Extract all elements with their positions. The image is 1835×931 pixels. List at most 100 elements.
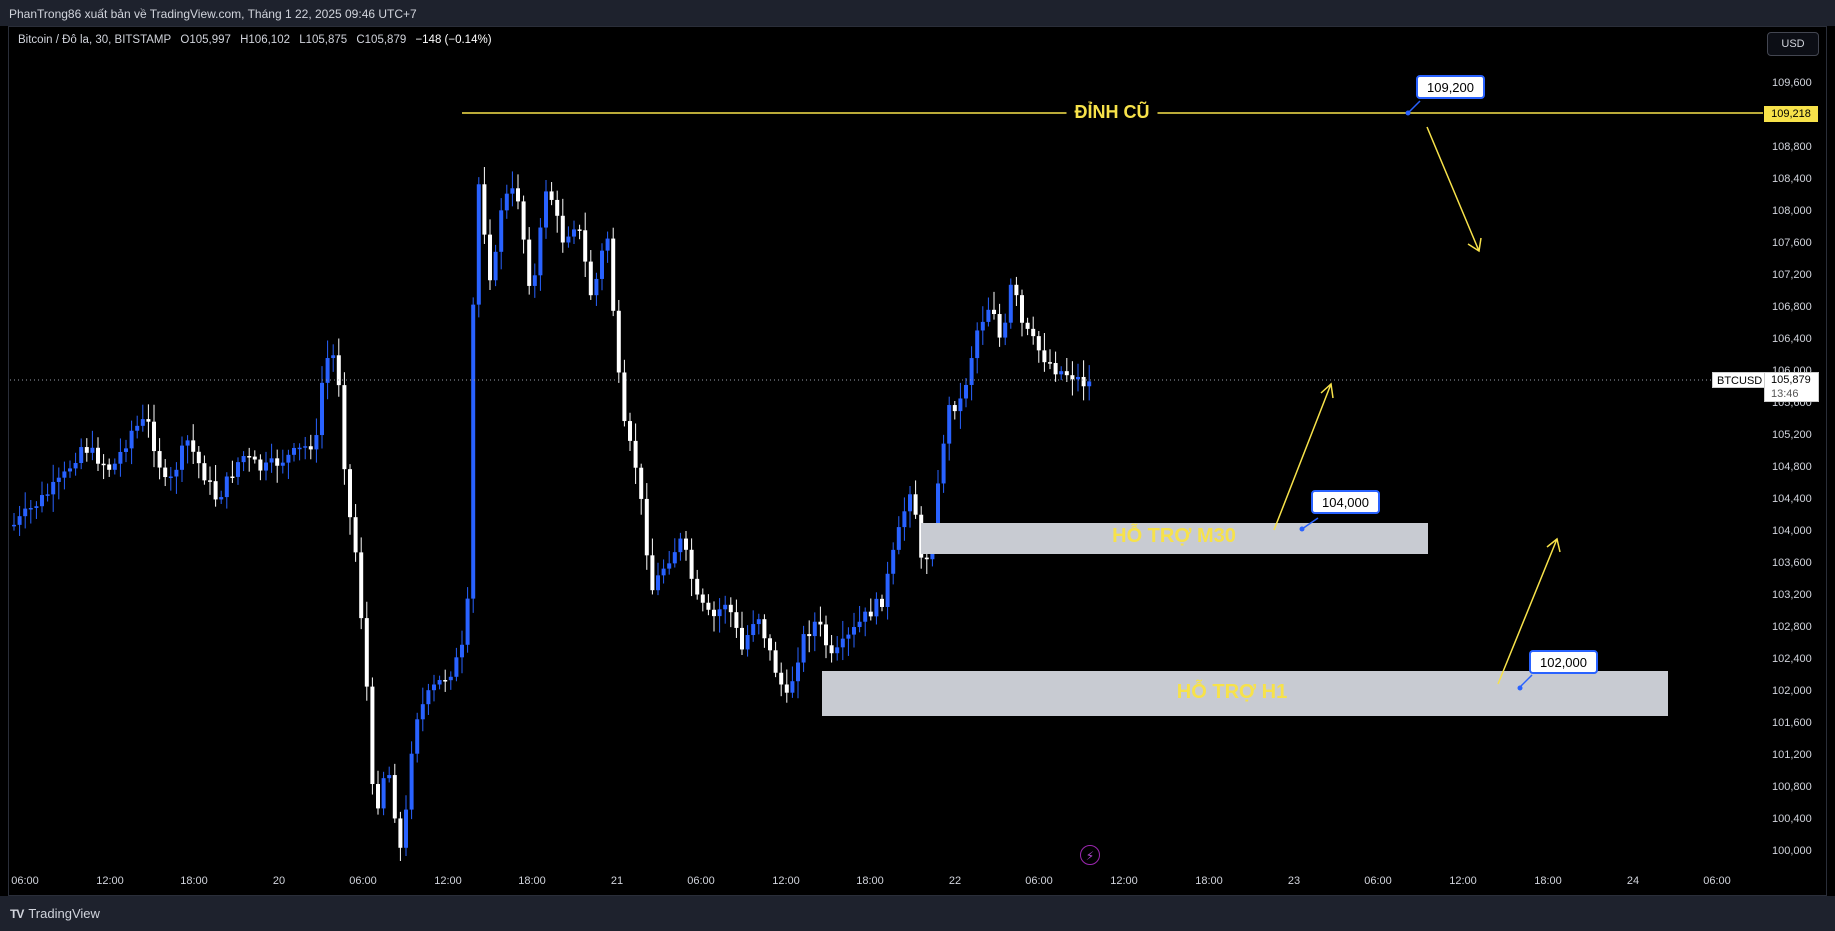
candle-body xyxy=(700,594,705,603)
time-tick: 12:00 xyxy=(1110,875,1138,887)
candle-body xyxy=(185,440,190,446)
candle-body xyxy=(168,476,173,479)
candle-body xyxy=(773,650,778,673)
price-tick: 107,200 xyxy=(1772,269,1812,281)
time-tick: 18:00 xyxy=(180,875,208,887)
candle-body xyxy=(124,448,128,452)
candle-body xyxy=(667,563,672,569)
time-tick: 06:00 xyxy=(1703,875,1731,887)
candle-body xyxy=(891,549,896,574)
candle-body xyxy=(639,467,644,499)
candle-body xyxy=(532,275,537,286)
candle-body xyxy=(885,573,890,607)
legend-high: H106,102 xyxy=(240,34,290,46)
candle-body xyxy=(1076,376,1080,380)
candle-body xyxy=(941,443,946,484)
candle-body xyxy=(90,447,95,453)
candle-body xyxy=(1031,328,1036,337)
candle-body xyxy=(420,704,425,720)
tradingview-brand[interactable]: TV TradingView xyxy=(10,906,100,921)
candle-body xyxy=(180,445,184,470)
candle-body xyxy=(616,310,621,373)
candle-body xyxy=(208,480,212,482)
candle-body xyxy=(12,524,16,527)
candle-body xyxy=(684,538,688,550)
legend-low: L105,875 xyxy=(299,34,348,46)
candle-body xyxy=(96,447,100,464)
candle-body xyxy=(112,463,117,470)
candle-body xyxy=(846,634,851,639)
candle-body xyxy=(1081,376,1086,387)
candle-body xyxy=(460,644,464,658)
time-tick: 12:00 xyxy=(772,875,800,887)
candle-body xyxy=(51,481,56,495)
candle-body xyxy=(1070,375,1075,380)
candle-body xyxy=(672,552,677,564)
candle-body xyxy=(768,638,772,651)
price-tick: 106,800 xyxy=(1772,301,1812,313)
candle-body xyxy=(303,446,308,448)
candle-body xyxy=(868,611,873,617)
candle-body xyxy=(1064,371,1069,376)
candle-body xyxy=(320,382,324,436)
candle-body xyxy=(1087,381,1092,387)
chart-pane[interactable] xyxy=(8,26,1827,896)
price-tick: 104,000 xyxy=(1772,525,1812,537)
price-tag-104000[interactable]: 104,000 xyxy=(1311,490,1380,514)
lightning-icon[interactable]: ⚡ xyxy=(1080,845,1100,865)
candle-body xyxy=(600,250,604,279)
candle-body xyxy=(191,440,196,452)
candle-body xyxy=(913,494,918,515)
peak-label[interactable]: ĐỈNH CŨ xyxy=(1066,102,1158,123)
time-tick: 18:00 xyxy=(856,875,884,887)
price-tick: 105,200 xyxy=(1772,429,1812,441)
candle-body xyxy=(964,384,968,399)
candle-body xyxy=(577,229,582,231)
candle-body xyxy=(706,602,711,610)
time-tick: 06:00 xyxy=(687,875,715,887)
price-tick: 108,800 xyxy=(1772,141,1812,153)
candle-body xyxy=(376,784,380,809)
candle-body xyxy=(594,278,599,296)
candle-body xyxy=(247,456,252,458)
price-tick: 101,600 xyxy=(1772,717,1812,729)
time-tick: 06:00 xyxy=(349,875,377,887)
candle-body xyxy=(712,609,716,617)
candle-body xyxy=(986,309,991,322)
candle-body xyxy=(68,468,72,472)
currency-button[interactable]: USD xyxy=(1767,32,1819,56)
price-tag-102000[interactable]: 102,000 xyxy=(1529,650,1598,674)
candle-body xyxy=(790,681,795,693)
candle-body xyxy=(264,462,268,471)
candle-body xyxy=(387,775,392,779)
arrow-up-h1-line xyxy=(1497,538,1558,685)
time-tick: 20 xyxy=(272,875,286,887)
candle-body xyxy=(1008,284,1013,323)
arrow-up-m30-line xyxy=(1273,383,1332,531)
candle-body xyxy=(1036,336,1041,351)
time-tick: 18:00 xyxy=(518,875,546,887)
candle-body xyxy=(622,372,627,422)
support-h1-label[interactable]: HỖ TRỢ H1 xyxy=(1176,681,1288,703)
candle-body xyxy=(538,227,543,276)
price-tag-109200[interactable]: 109,200 xyxy=(1416,75,1485,99)
candle-body xyxy=(308,446,313,450)
time-tick: 22 xyxy=(948,875,962,887)
candle-body xyxy=(236,462,240,477)
candle-body xyxy=(751,624,756,636)
candle-body xyxy=(1048,362,1052,364)
support-m30-label[interactable]: HỖ TRỢ M30 xyxy=(1112,525,1236,547)
time-tick: 06:00 xyxy=(1364,875,1392,887)
last-price-value: 105,879 xyxy=(1771,374,1811,386)
candle-body xyxy=(874,598,879,617)
publisher-caption: PhanTrong86 xuất bản về TradingView.com,… xyxy=(9,7,417,21)
candle-body xyxy=(140,419,145,426)
candle-body xyxy=(796,662,800,682)
candle-body xyxy=(656,575,660,591)
candle-body xyxy=(896,527,901,550)
candle-body xyxy=(252,456,257,460)
candle-body xyxy=(135,425,140,431)
candle-body xyxy=(101,463,106,466)
candle-body xyxy=(516,188,520,202)
